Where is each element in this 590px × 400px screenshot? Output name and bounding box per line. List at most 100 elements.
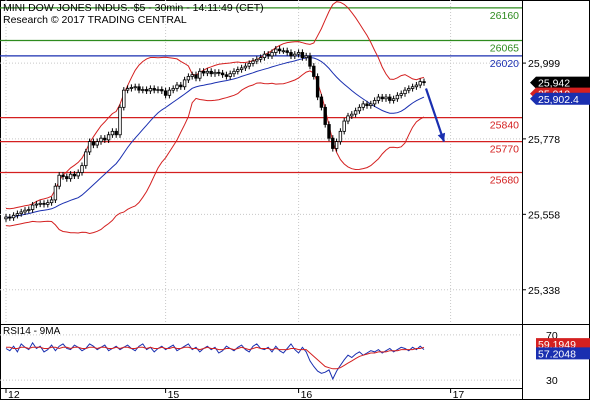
candle-body	[171, 88, 175, 91]
candle-body	[61, 174, 65, 178]
candle-body	[53, 185, 58, 201]
bollinger-lower-line	[5, 70, 425, 235]
candle	[179, 81, 183, 90]
candle	[163, 87, 168, 99]
candle-body	[167, 89, 172, 96]
candle	[87, 138, 92, 155]
candle-body	[87, 141, 92, 153]
candle	[228, 70, 232, 80]
candle-body	[262, 53, 267, 59]
candle-body	[239, 67, 244, 71]
candle	[338, 128, 343, 145]
candle-body	[95, 141, 99, 146]
candle	[194, 71, 198, 82]
rsi-panel-title: RSI14 - 9MA	[3, 326, 61, 337]
candle-body	[338, 130, 343, 143]
price-tag-pointer	[530, 92, 536, 105]
candle-body	[213, 71, 217, 75]
candle-body	[407, 88, 411, 91]
candle-body	[30, 204, 35, 210]
candle	[365, 100, 369, 109]
level-label: 25680	[490, 174, 519, 186]
candle	[236, 66, 240, 75]
price-tag-label: 25,902.4	[538, 94, 579, 106]
candle-body	[236, 69, 240, 72]
candle	[175, 81, 179, 92]
forecast-arrow-shaft	[424, 88, 446, 142]
candle-body	[289, 52, 293, 57]
candle-body	[270, 52, 274, 57]
candle-body	[232, 70, 236, 75]
candle-body	[106, 134, 111, 141]
candle-body	[220, 72, 225, 76]
candle	[220, 69, 225, 78]
rsi-tag-box	[536, 347, 590, 360]
candle	[350, 111, 354, 119]
candle-body	[319, 96, 324, 108]
price-tag-label: 25,942	[538, 78, 570, 90]
candle-body	[46, 202, 50, 205]
candle	[182, 76, 187, 90]
candle	[243, 63, 248, 71]
candle	[80, 162, 84, 176]
candle	[369, 100, 373, 109]
candle-body	[190, 74, 194, 77]
candle-body	[281, 50, 286, 53]
candle	[300, 49, 305, 61]
candle	[118, 104, 122, 138]
candle-body	[312, 65, 316, 77]
candle-body	[15, 213, 20, 216]
candle	[8, 213, 12, 221]
candle	[315, 73, 320, 101]
candle	[106, 131, 111, 143]
candle	[270, 49, 274, 59]
candle-body	[251, 60, 255, 64]
candle-body	[198, 70, 202, 79]
candle-body	[110, 130, 115, 136]
candle-body	[65, 176, 69, 180]
candle	[232, 68, 236, 77]
candle	[42, 200, 46, 208]
candle-body	[205, 70, 210, 74]
candle	[114, 128, 118, 138]
candle	[281, 47, 286, 54]
y-tick-label: 25,999	[528, 58, 560, 70]
candle-body	[353, 110, 358, 115]
candle	[186, 73, 191, 83]
candle-body	[186, 76, 191, 81]
candle-body	[277, 48, 282, 52]
candle	[361, 100, 365, 111]
candle-body	[133, 86, 137, 89]
candle-body	[175, 84, 179, 89]
candle-body	[304, 55, 308, 59]
candle	[293, 51, 297, 59]
candle	[53, 183, 58, 204]
candle-body	[414, 84, 419, 88]
candle	[255, 56, 259, 65]
candle	[334, 138, 339, 152]
candle	[323, 104, 327, 128]
candle	[296, 49, 301, 58]
candle-body	[160, 89, 164, 92]
chart-subtitle: Research © 2017 TRADING CENTRAL	[3, 14, 187, 26]
price-tag-pointer	[530, 76, 536, 89]
candle-body	[369, 103, 373, 107]
x-tick-label: 16	[301, 389, 313, 400]
candle	[384, 93, 388, 102]
candle	[95, 138, 99, 149]
candle	[327, 121, 331, 142]
candle-body	[11, 214, 16, 219]
candle	[15, 210, 20, 219]
candle	[414, 81, 419, 90]
candle-body	[296, 52, 301, 55]
candle	[30, 201, 35, 213]
candle-body	[152, 88, 156, 91]
candle-body	[376, 96, 381, 101]
candle-body	[91, 141, 96, 146]
candle-body	[391, 98, 396, 101]
level-label: 25770	[490, 144, 519, 156]
candle-body	[315, 76, 320, 98]
candle-body	[8, 216, 12, 219]
candle-body	[182, 79, 187, 88]
